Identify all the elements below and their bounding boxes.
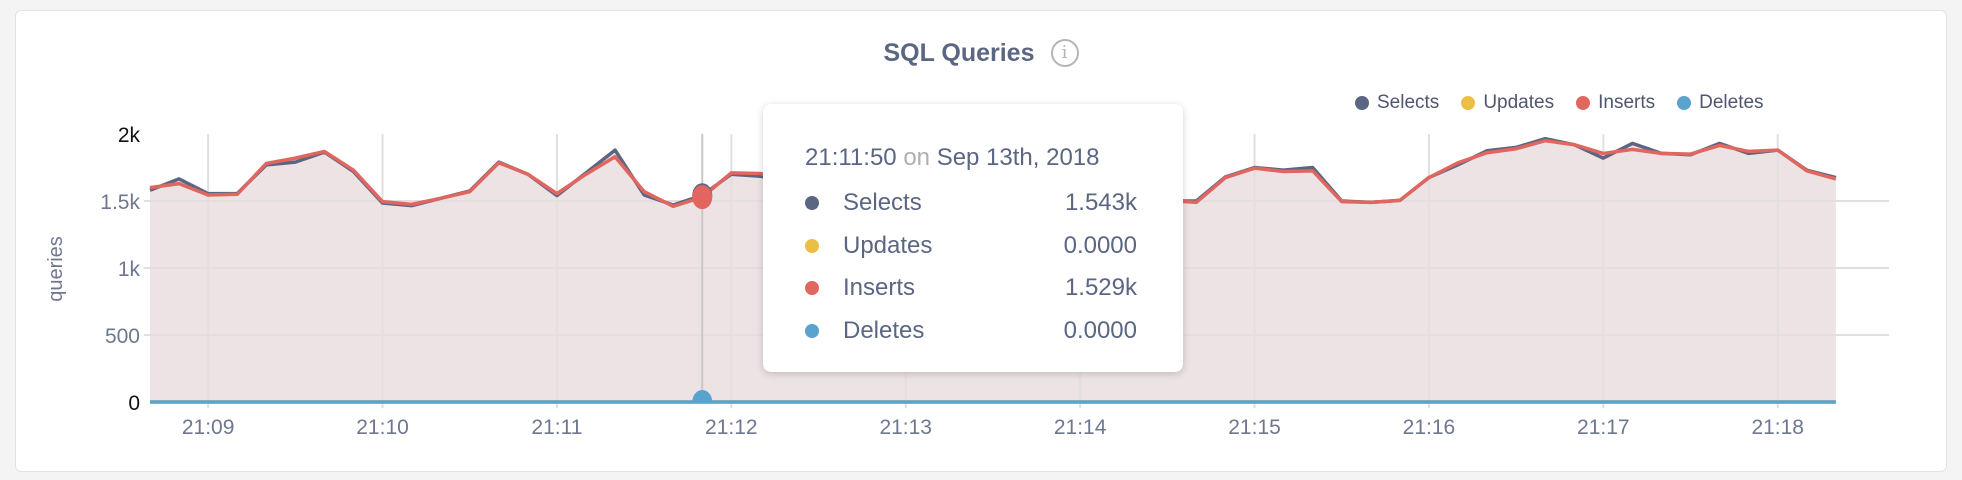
y-tick-label: 1.5k <box>100 191 140 214</box>
tooltip-value: 0.0000 <box>1063 231 1137 259</box>
tooltip-value: 0.0000 <box>1063 316 1137 344</box>
legend-item-updates[interactable]: Updates <box>1461 92 1554 114</box>
x-tick-label: 21:14 <box>1054 416 1107 439</box>
y-tick-label: 0 <box>128 392 140 415</box>
legend-dot-icon <box>1355 96 1369 110</box>
chart-title-wrap: SQL Queries i <box>0 38 1962 68</box>
tooltip-time: 21:11:50 <box>805 144 897 171</box>
x-tick-label: 21:18 <box>1751 416 1804 439</box>
tooltip-value: 1.543k <box>1064 189 1137 217</box>
tooltip: 21:11:50 on Sep 13th, 2018 Selects 1.543k… <box>763 104 1183 372</box>
legend-dot-icon <box>1461 96 1476 110</box>
y-tick-label: 1k <box>118 258 141 281</box>
tooltip-row-selects: Selects 1.543k <box>805 182 1137 225</box>
tooltip-label: Inserts <box>843 274 916 302</box>
tooltip-label: Selects <box>843 189 922 217</box>
x-tick-label: 21:09 <box>182 416 235 439</box>
x-tick-label: 21:13 <box>879 416 932 439</box>
legend-dot-icon <box>1576 96 1591 110</box>
legend-label: Updates <box>1483 92 1555 113</box>
x-tick-label: 21:12 <box>705 416 758 439</box>
y-tick-label: 2k <box>118 124 141 147</box>
legend-dot-icon <box>1677 96 1692 110</box>
legend-item-selects[interactable]: Selects <box>1355 92 1439 114</box>
tooltip-label: Deletes <box>843 316 925 344</box>
legend-item-inserts[interactable]: Inserts <box>1576 92 1655 114</box>
legend-item-deletes[interactable]: Deletes <box>1677 92 1764 114</box>
legend-label: Selects <box>1377 92 1440 113</box>
tooltip-on: on <box>903 144 931 171</box>
series-dot-icon <box>805 323 819 338</box>
tooltip-row-inserts: Inserts 1.529k <box>805 267 1137 310</box>
x-tick-label: 21:11 <box>531 416 582 439</box>
series-dot-icon <box>805 281 819 296</box>
x-tick-label: 21:17 <box>1577 416 1630 439</box>
legend: Selects Updates Inserts Deletes <box>1355 92 1786 114</box>
series-dot-icon <box>805 238 819 253</box>
tooltip-row-updates: Updates 0.0000 <box>805 225 1137 268</box>
tooltip-date: Sep 13th, 2018 <box>936 144 1100 171</box>
y-tick-label: 500 <box>105 325 140 348</box>
y-axis-label: queries <box>45 236 67 302</box>
hover-point-deletes <box>692 390 713 402</box>
legend-label: Deletes <box>1699 92 1764 113</box>
tooltip-row-deletes: Deletes 0.0000 <box>805 310 1137 353</box>
tooltip-label: Updates <box>843 231 933 259</box>
hover-point-inserts <box>692 185 713 210</box>
info-circle-icon[interactable]: i <box>1050 39 1079 68</box>
legend-label: Inserts <box>1598 92 1656 113</box>
chart-title: SQL Queries <box>883 38 1035 67</box>
x-tick-label: 21:10 <box>356 416 409 439</box>
series-dot-icon <box>805 196 819 211</box>
tooltip-header: 21:11:50 on Sep 13th, 2018 <box>805 144 1137 172</box>
x-tick-label: 21:15 <box>1228 416 1281 439</box>
tooltip-value: 1.529k <box>1064 274 1137 302</box>
x-tick-label: 21:16 <box>1403 416 1456 439</box>
